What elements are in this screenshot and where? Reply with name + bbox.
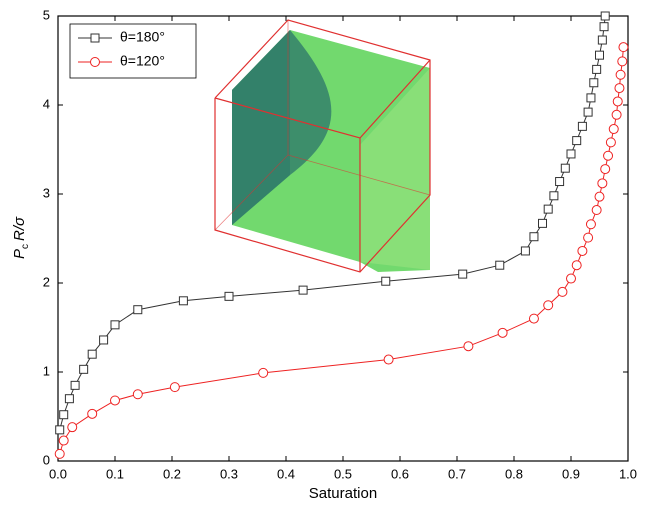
legend-marker (90, 33, 100, 43)
data-point (583, 232, 594, 243)
x-tick-label: 0.9 (562, 466, 580, 481)
data-point (618, 42, 629, 53)
data-point (381, 276, 391, 286)
data-point (54, 448, 65, 459)
data-point (583, 107, 593, 117)
data-point (132, 389, 143, 400)
data-point (178, 296, 188, 306)
data-point (577, 121, 587, 131)
inset-cube (214, 19, 431, 273)
data-point (577, 245, 588, 256)
y-tick-label: 0 (43, 452, 50, 467)
data-point (538, 218, 547, 228)
data-point (557, 286, 568, 297)
x-tick-label: 0.2 (163, 466, 181, 481)
data-point (520, 246, 530, 256)
y-tick-label: 4 (43, 96, 50, 111)
data-point (617, 56, 628, 67)
data-point (64, 394, 74, 404)
data-point (595, 50, 604, 60)
data-point (495, 260, 505, 270)
data-point (592, 64, 602, 74)
data-point (594, 191, 605, 202)
data-point (608, 124, 619, 135)
data-point (463, 341, 474, 352)
x-tick-label: 0.3 (220, 466, 238, 481)
data-point (585, 219, 596, 230)
data-point (555, 177, 565, 187)
data-point (529, 232, 539, 242)
data-point (611, 109, 622, 120)
data-point (543, 204, 553, 214)
data-point (67, 422, 78, 433)
data-point (589, 78, 599, 88)
data-point (87, 408, 98, 419)
y-label-rest: R/σ (11, 216, 28, 241)
y-tick-label: 1 (43, 363, 50, 378)
data-point (59, 410, 69, 420)
data-point (497, 327, 508, 338)
data-point (110, 395, 120, 406)
x-axis-label: Saturation (309, 485, 377, 502)
data-point (571, 260, 582, 271)
data-point (605, 137, 616, 148)
y-tick-label: 5 (43, 7, 50, 22)
legend-label: θ=180° (120, 29, 165, 45)
data-point (298, 285, 308, 295)
legend-box (69, 23, 197, 79)
data-point (549, 191, 559, 201)
data-point (566, 149, 576, 159)
x-tick-label: 0.4 (277, 466, 295, 481)
data-point (566, 273, 576, 284)
y-label-main: P (11, 249, 28, 259)
data-point (79, 364, 89, 374)
data-point (528, 313, 539, 324)
x-tick-label: 0.7 (448, 466, 466, 481)
data-point (586, 93, 596, 103)
data-point (603, 150, 614, 161)
data-point (110, 320, 120, 330)
data-point (383, 354, 394, 365)
x-tick-label: 0.6 (391, 466, 409, 481)
data-point (224, 291, 234, 301)
data-point (560, 163, 570, 173)
data-point (614, 83, 625, 94)
x-tick-label: 0.0 (49, 466, 67, 481)
data-point (600, 11, 610, 21)
legend-label: θ=120° (120, 53, 165, 69)
y-tick-label: 3 (43, 185, 50, 200)
x-tick-label: 0.1 (106, 466, 124, 481)
x-tick-label: 0.5 (334, 466, 352, 481)
data-point (133, 305, 143, 315)
data-point (597, 35, 607, 45)
data-point (58, 435, 69, 446)
y-label-sub: c (20, 244, 31, 249)
data-point (70, 380, 80, 390)
data-point (543, 300, 554, 311)
data-point (87, 349, 97, 359)
data-point (591, 205, 602, 216)
legend-marker (90, 57, 100, 67)
data-point (458, 269, 468, 279)
data-point (597, 178, 608, 189)
data-point (258, 367, 269, 378)
y-tick-label: 2 (43, 274, 50, 289)
data-point (600, 164, 611, 175)
x-tick-label: 0.8 (505, 466, 523, 481)
data-point (169, 382, 180, 393)
data-point (612, 96, 623, 107)
data-point (99, 335, 109, 345)
data-point (55, 425, 65, 435)
data-point (572, 136, 582, 146)
data-point (615, 69, 626, 80)
x-tick-label: 1.0 (619, 466, 637, 481)
data-point (599, 22, 609, 32)
y-axis-label: Pc R/σ (11, 216, 31, 259)
